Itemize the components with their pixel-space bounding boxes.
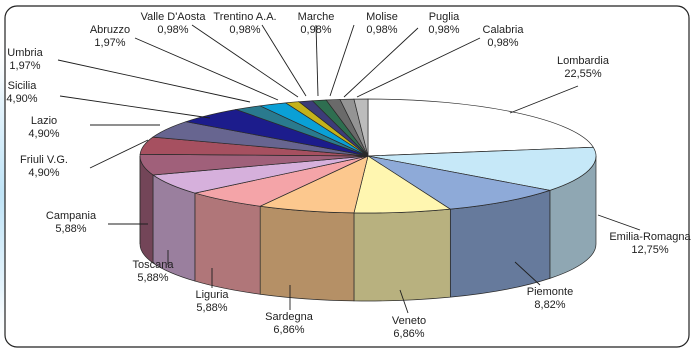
pie-slice-piemonte (367, 155, 552, 210)
slice-value-calabria: 0,98% (487, 37, 518, 49)
leader-line-marche (315, 24, 319, 97)
slice-label-abruzzo: Abruzzo (90, 24, 130, 36)
slice-value-lombardia: 22,55% (564, 68, 602, 80)
slice-label-valle-d-aosta: Valle D'Aosta (141, 11, 207, 23)
slice-label-toscana: Toscana (133, 259, 175, 271)
slice-value-veneto: 6,86% (393, 328, 424, 340)
slice-label-piemonte: Piemonte (527, 286, 573, 298)
slice-value-emilia-romagna: 12,75% (631, 244, 669, 256)
slice-value-abruzzo: 1,97% (94, 37, 125, 49)
leader-line-abruzzo (134, 37, 279, 101)
slice-value-sicilia: 4,90% (6, 93, 37, 105)
leader-line-puglia (343, 27, 419, 98)
slice-label-marche: Marche (298, 11, 335, 23)
slice-label-sardegna: Sardegna (265, 311, 314, 323)
slice-label-trentino-a-a: Trentino A.A. (213, 11, 276, 23)
slice-label-puglia: Puglia (429, 11, 460, 23)
slice-label-liguria: Liguria (195, 289, 229, 301)
slice-label-sicilia: Sicilia (8, 80, 38, 92)
slice-label-molise: Molise (366, 11, 398, 23)
slice-value-trentino-a-a: 0,98% (229, 24, 260, 36)
pie-side-liguria (194, 192, 261, 295)
leader-line-molise (329, 24, 355, 97)
slice-label-friuli-v-g: Friuli V.G. (20, 154, 68, 166)
leader-line-lombardia (509, 85, 579, 114)
pie-side-sardegna (259, 205, 355, 302)
slice-value-umbria: 1,97% (9, 60, 40, 72)
slice-value-friuli-v-g: 4,90% (28, 167, 59, 179)
leader-line-friuli-v-g (89, 139, 149, 169)
pie-sides (139, 155, 597, 302)
leader-line-veneto (399, 289, 409, 314)
slice-value-puglia: 0,98% (428, 24, 459, 36)
slice-label-veneto: Veneto (392, 315, 426, 327)
slice-value-lazio: 4,90% (28, 128, 59, 140)
leader-line-valle-d-aosta (191, 24, 299, 98)
pie-side-veneto (353, 208, 451, 302)
leader-line-trentino-a-a (261, 24, 307, 97)
slice-value-molise: 0,98% (366, 24, 397, 36)
slice-value-toscana: 5,88% (137, 272, 168, 284)
leader-line-umbria (57, 59, 251, 103)
slice-label-umbria: Umbria (7, 47, 43, 59)
pie-slice-emilia-romagna (367, 146, 597, 191)
leader-line-sicilia (59, 95, 211, 119)
slice-label-calabria: Calabria (483, 24, 525, 36)
slice-label-lazio: Lazio (31, 115, 57, 127)
leader-line-emilia-romagna (597, 214, 641, 231)
slice-value-valle-d-aosta: 0,98% (157, 24, 188, 36)
slice-value-sardegna: 6,86% (273, 324, 304, 336)
slice-value-liguria: 5,88% (196, 302, 227, 314)
slice-label-lombardia: Lombardia (557, 55, 610, 67)
slice-value-campania: 5,88% (55, 223, 86, 235)
pie-tops (139, 98, 597, 214)
slice-value-piemonte: 8,82% (534, 299, 565, 311)
slice-label-campania: Campania (46, 210, 97, 222)
leader-line-calabria (356, 37, 481, 98)
pie-slice-calabria (353, 98, 369, 157)
leader-line-piemonte (514, 261, 541, 286)
pie-slice-lombardia (367, 98, 594, 157)
leader-lines (57, 24, 641, 314)
slice-value-marche: 0,98% (300, 24, 331, 36)
slice-label-emilia-romagna: Emilia-Romagna (609, 231, 691, 243)
